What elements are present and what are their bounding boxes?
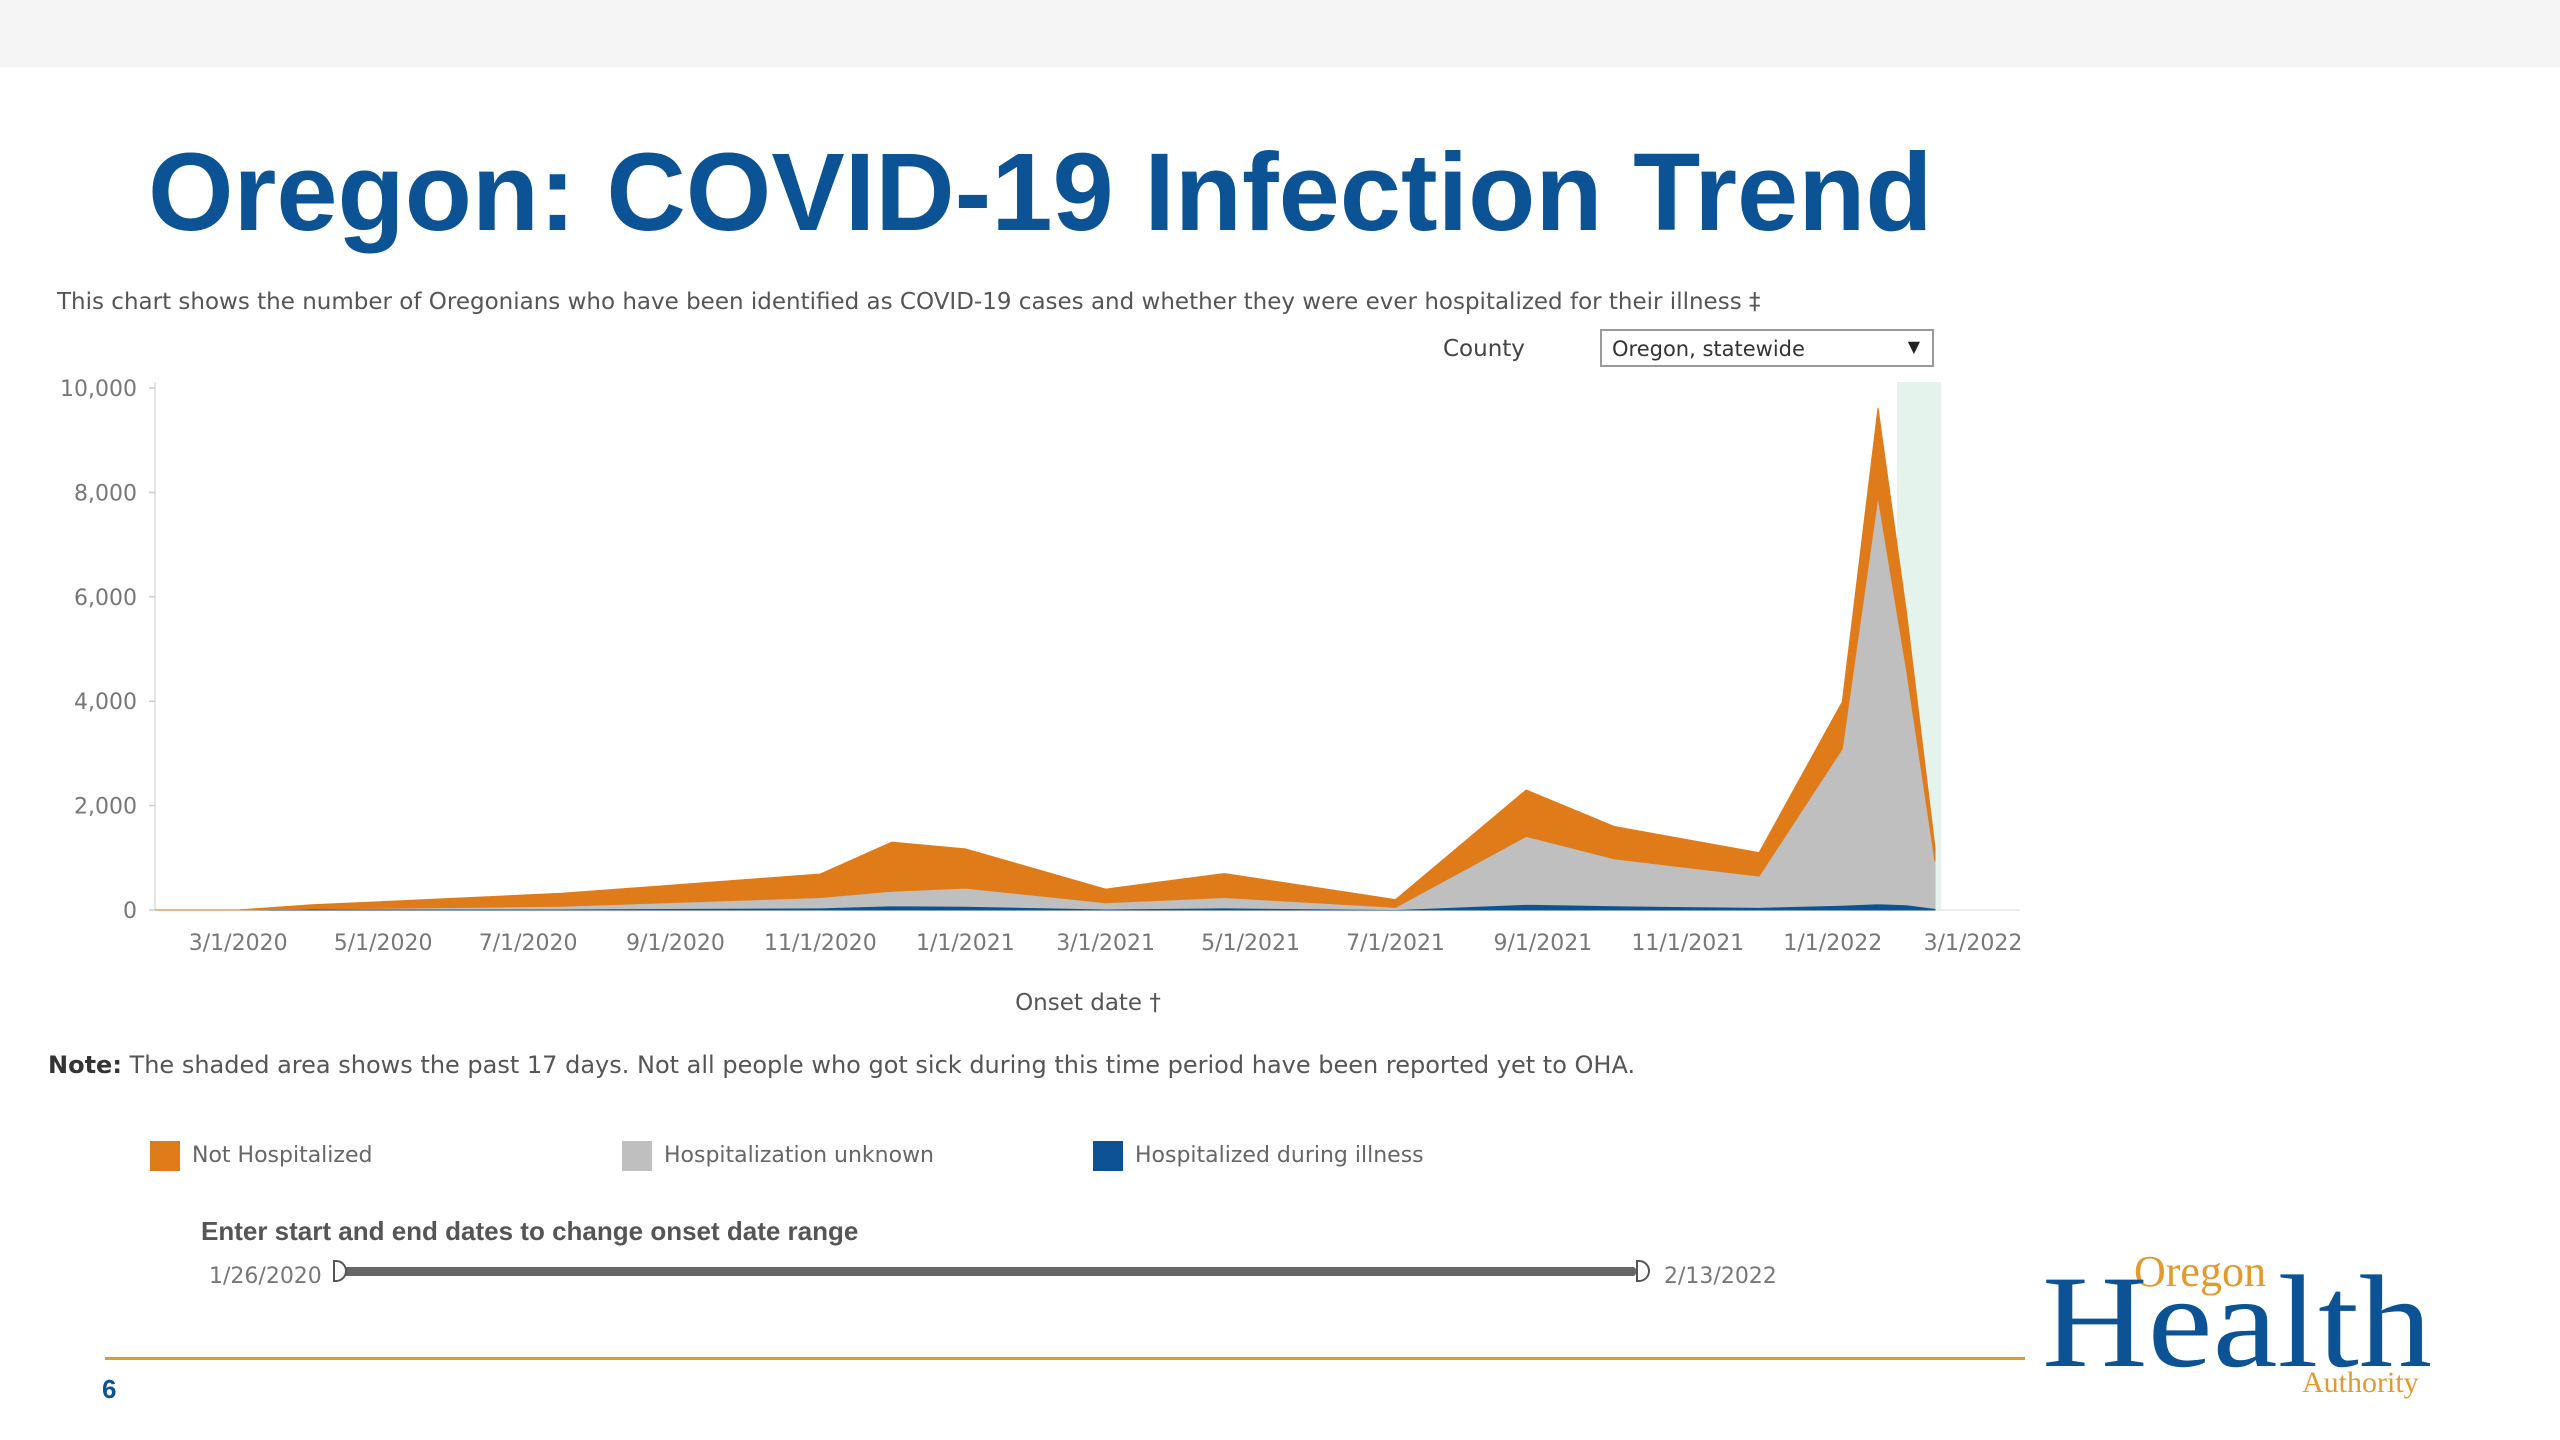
y-tick-label: 2,000 [74, 795, 137, 820]
x-tick-label: 3/1/2022 [1924, 931, 2023, 956]
page-title: Oregon: COVID-19 Infection Trend [148, 131, 1933, 254]
footer-divider [105, 1357, 2025, 1360]
note-bold: Note: [48, 1051, 122, 1079]
x-tick-label: 7/1/2020 [479, 931, 578, 956]
x-tick-label: 7/1/2021 [1346, 931, 1445, 956]
x-tick-label: 1/1/2021 [916, 931, 1015, 956]
legend-label: Hospitalized during illness [1135, 1143, 1424, 1168]
top-bar [0, 0, 2560, 67]
county-dropdown[interactable]: Oregon, statewide ▼ [1600, 329, 1934, 367]
logo-oregon-text: Oregon [2134, 1247, 2266, 1296]
county-selected-value: Oregon, statewide [1612, 337, 1805, 361]
x-tick-label: 1/1/2022 [1783, 931, 1882, 956]
series-area-not-hospitalized [155, 407, 1936, 911]
chart-note: Note: The shaded area shows the past 17 … [48, 1051, 1635, 1079]
note-text: The shaded area shows the past 17 days. … [121, 1051, 1636, 1079]
logo-health-text: Health [2042, 1248, 2432, 1395]
chevron-down-icon: ▼ [1907, 337, 1920, 356]
date-range-label: Enter start and end dates to change onse… [201, 1216, 859, 1246]
x-tick-label: 3/1/2021 [1056, 931, 1155, 956]
infection-trend-chart: 0 2,000 4,000 6,000 8,000 10,000 3/1/2020 5/1/2… [60, 377, 2023, 1016]
range-end-date[interactable]: 2/13/2022 [1664, 1264, 1777, 1289]
legend-swatch-orange [150, 1141, 180, 1171]
x-tick-label: 11/1/2020 [764, 931, 877, 956]
y-tick-label: 8,000 [74, 481, 137, 506]
range-start-date[interactable]: 1/26/2020 [209, 1264, 322, 1289]
y-tick-label: 10,000 [60, 377, 137, 402]
date-range-slider[interactable] [344, 1267, 1636, 1276]
legend-label: Hospitalization unknown [664, 1143, 935, 1168]
county-label: County [1443, 336, 1525, 362]
x-tick-label: 5/1/2021 [1201, 931, 1300, 956]
legend-swatch-gray [622, 1141, 652, 1171]
y-tick-label: 4,000 [74, 690, 137, 715]
legend-label: Not Hospitalized [192, 1143, 373, 1168]
range-end-handle[interactable] [1636, 1260, 1650, 1282]
y-tick-label: 0 [123, 899, 137, 924]
legend-swatch-blue [1093, 1141, 1123, 1171]
page-number: 6 [102, 1374, 117, 1404]
y-tick-label: 6,000 [74, 586, 137, 611]
range-start-handle[interactable] [333, 1260, 347, 1282]
logo-authority-text: Authority [2302, 1366, 2419, 1399]
x-tick-label: 9/1/2020 [626, 931, 725, 956]
x-tick-label: 3/1/2020 [189, 931, 288, 956]
x-axis-title: Onset date † [1015, 990, 1161, 1016]
chart-subtitle: This chart shows the number of Oregonian… [57, 289, 1761, 315]
x-tick-label: 11/1/2021 [1631, 931, 1744, 956]
x-tick-label: 5/1/2020 [334, 931, 433, 956]
oregon-health-authority-logo: Oregon Health Authority [2042, 1247, 2432, 1399]
x-tick-label: 9/1/2021 [1493, 931, 1592, 956]
